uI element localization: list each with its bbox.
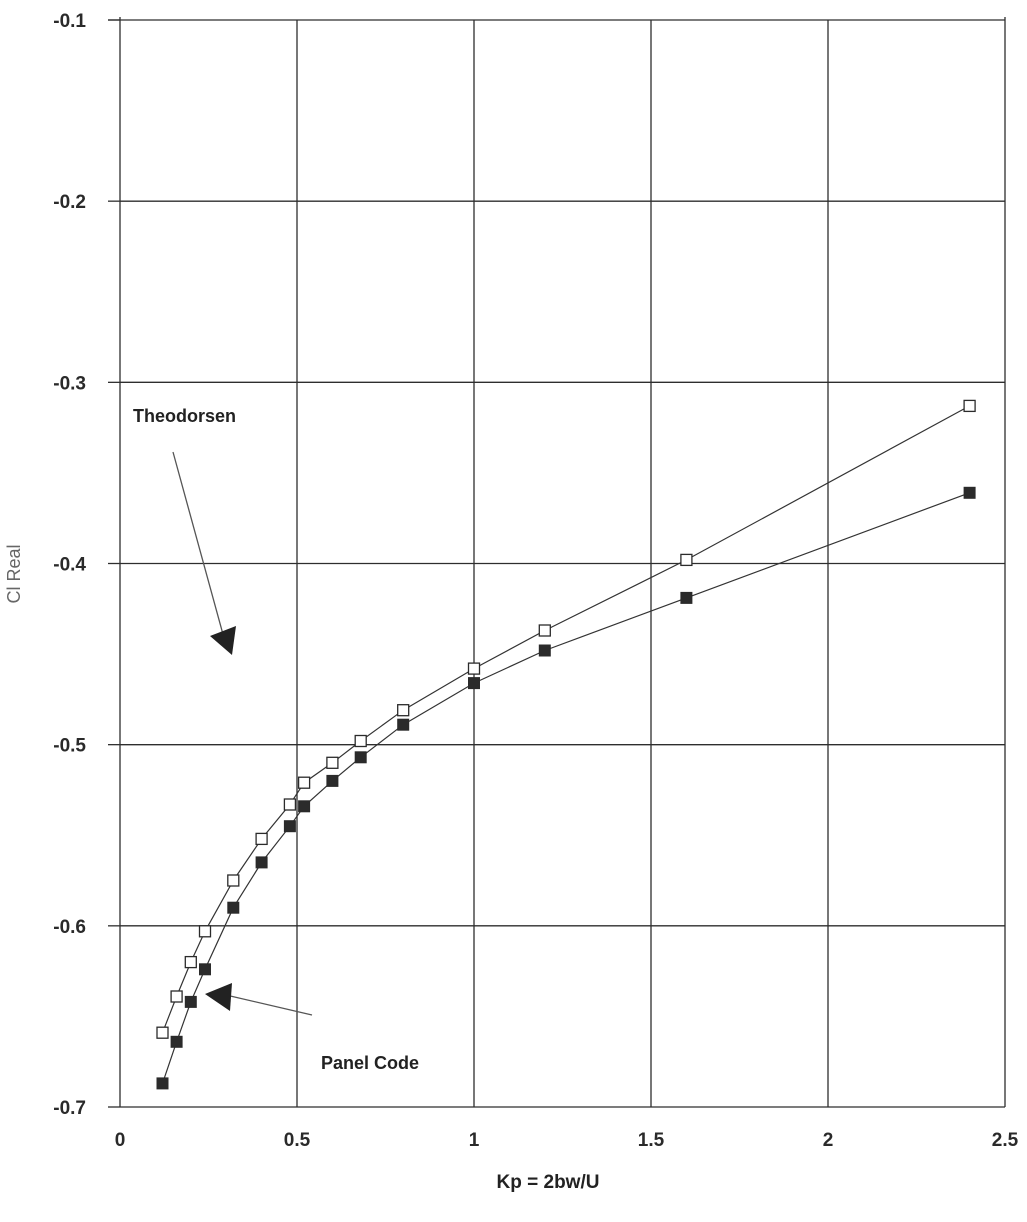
grid-lines [120,20,1005,1107]
annotation-label: Panel Code [321,1053,419,1073]
annotation-0: Theodorsen [133,406,236,655]
annotation-arrow-shaft [225,994,313,1016]
hollow-square-marker [283,798,297,811]
hollow-square-marker [963,399,976,413]
x-axis-title: Kp = 2bw/U [497,1172,600,1193]
filled-square-marker [283,820,296,833]
hollow-square-marker [255,832,268,846]
y-tick-label: -0.7 [53,1098,86,1119]
filled-square-marker [298,800,311,813]
tick-labels: 0 0.5 1 1.5 2 2.5 -0.1 -0.2 -0.3 -0.4 -0.5 -0.6 -0.7 [53,11,1018,1151]
filled-square-marker [227,901,240,914]
hollow-square-marker [538,624,551,637]
x-tick-label: 1.5 [638,1130,665,1151]
filled-square-marker [468,677,480,690]
y-tick-label: -0.1 [53,11,86,32]
hollow-square-marker [467,662,481,675]
y-tick-label: -0.5 [53,736,86,757]
filled-square-marker [184,995,197,1008]
hollow-square-marker [297,776,311,789]
hollow-square-marker [184,955,197,969]
hollow-square-marker [326,756,339,769]
hollow-square-marker [354,734,367,748]
filled-square-marker [326,774,339,787]
annotation-arrow-head [210,626,236,655]
filled-square-marker [255,856,268,869]
filled-square-marker [156,1077,169,1090]
y-tick-label: -0.2 [53,192,86,213]
series-line [161,405,970,1033]
hollow-square-marker [680,553,693,567]
hollow-square-marker [397,704,410,717]
annotations: Theodorsen Panel Code [133,406,419,1073]
hollow-square-marker [198,925,212,938]
annotation-label: Theodorsen [133,406,236,426]
annotation-arrow-head [205,983,232,1011]
plot-frame [108,17,1006,1108]
filled-square-marker [170,1035,183,1048]
y-tick-label: -0.4 [53,555,86,576]
filled-square-marker [199,963,211,976]
series-line [161,492,970,1084]
x-tick-label: 1 [469,1130,480,1151]
hollow-square-marker [156,1026,169,1039]
x-tick-label: 2.5 [992,1130,1019,1151]
series-1 [156,486,976,1090]
annotation-arrow-shaft [172,451,225,639]
data-series [156,399,976,1090]
filled-square-marker [538,644,551,657]
x-tick-label: 0.5 [284,1130,311,1151]
y-tick-label: -0.6 [53,917,86,938]
annotation-1: Panel Code [205,983,419,1073]
filled-square-marker [680,591,693,604]
filled-square-marker [397,718,410,731]
x-tick-label: 0 [115,1130,126,1151]
x-tick-label: 2 [823,1130,834,1151]
filled-square-marker [354,751,367,764]
y-tick-label: -0.3 [53,373,86,394]
series-0 [156,399,976,1039]
hollow-square-marker [170,990,183,1003]
filled-square-marker [963,486,976,499]
y-axis-title: Cl Real [4,544,24,603]
hollow-square-marker [227,874,240,887]
